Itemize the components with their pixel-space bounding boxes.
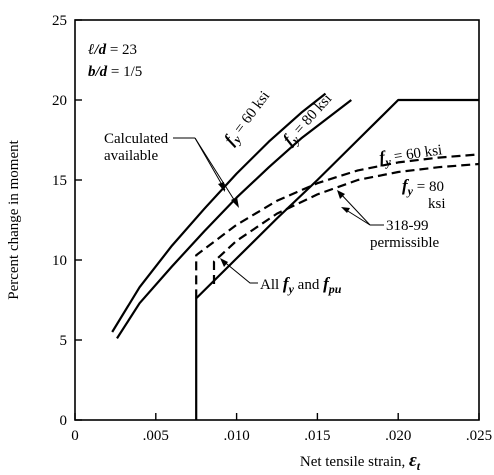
- all-prefix: All: [260, 277, 283, 293]
- calc-arrowhead-60: [218, 182, 225, 192]
- x-tick-label-5: .025: [466, 428, 492, 444]
- x-axis-title-symbol: ε: [409, 450, 417, 471]
- code-arrowhead-80: [341, 207, 350, 213]
- param-b-over-d: b/d = 1/5: [88, 64, 142, 80]
- fy80-perm-f: f: [402, 176, 410, 195]
- series-group: [111, 92, 480, 420]
- param-l-over-d-value: = 23: [106, 42, 137, 58]
- x-axis-title-subscript: t: [417, 459, 421, 473]
- calc-label-line1: Calculated: [104, 131, 169, 147]
- series-line-perm80: [212, 162, 480, 284]
- fy80-calc-val: = 80 ksi: [288, 91, 335, 141]
- fy80-perm-sub: y: [406, 184, 414, 198]
- series-line-calc80: [116, 99, 352, 339]
- x-axis-title-text: Net tensile strain,: [300, 454, 409, 470]
- fy80-calc-label: fy = 80 ksi: [279, 89, 338, 151]
- param-l-over-d: ℓ/d = 23: [88, 42, 137, 58]
- code-arrow-60: [338, 191, 371, 226]
- param-b-over-d-symbol: b/d: [88, 64, 108, 80]
- y-tick-label-2: 10: [52, 253, 67, 269]
- code-label-line2: permissible: [370, 235, 439, 251]
- x-tick-label-3: .015: [304, 428, 330, 444]
- y-tick-label-5: 25: [52, 13, 67, 29]
- x-tick-label-1: .005: [143, 428, 169, 444]
- fy60-perm-sub: y: [383, 154, 393, 169]
- fy60-perm-f: f: [378, 147, 389, 167]
- param-l-over-d-symbol: ℓ/d: [88, 42, 107, 58]
- fy60-perm-label: fy = 60 ksi: [378, 139, 444, 170]
- all-fy-fpu-label: All fy and fpu: [260, 274, 342, 296]
- series-line-calc60: [111, 92, 327, 333]
- all-and: and: [294, 277, 323, 293]
- fy80-perm-unit: ksi: [428, 196, 446, 212]
- y-axis-title: Percent change in moment: [6, 139, 22, 299]
- calc-arrowhead-80: [231, 197, 239, 208]
- plot-frame: [74, 19, 480, 421]
- x-tick-label-0: 0: [71, 428, 79, 444]
- y-tick-label-0: 0: [60, 413, 68, 429]
- y-tick-label-3: 15: [52, 173, 67, 189]
- series-line-allfy: [195, 98, 479, 420]
- param-b-over-d-value: = 1/5: [107, 64, 142, 80]
- calc-arrow-80: [194, 137, 239, 207]
- all-fy-f: f: [283, 274, 291, 293]
- code-label-line1: 318-99: [386, 218, 429, 234]
- code-arrowhead-60: [337, 190, 345, 199]
- fy60-calc-label: fy = 60 ksi: [220, 86, 276, 150]
- all-arrowhead: [220, 258, 228, 267]
- fy60-calc-val: = 60 ksi: [229, 88, 273, 139]
- all-leader: [221, 259, 258, 284]
- all-fpu-sub: pu: [328, 282, 342, 296]
- x-tick-label-4: .020: [385, 428, 411, 444]
- axis-ticks: 0 .005 .010 .015 .020 .025 0 5 10 15 20 25: [52, 13, 492, 444]
- x-tick-label-2: .010: [223, 428, 249, 444]
- series-line-perm60: [195, 153, 480, 299]
- y-tick-label-1: 5: [60, 333, 68, 349]
- all-fy-sub: y: [287, 282, 295, 296]
- calc-label-line2: available: [104, 148, 158, 164]
- y-tick-label-4: 20: [52, 93, 67, 109]
- fy80-perm-label: fy = 80: [402, 176, 444, 198]
- fy80-perm-eq: = 80: [413, 179, 444, 195]
- fy60-perm-val: = 60 ksi: [389, 142, 443, 165]
- all-fpu-f: f: [323, 274, 331, 293]
- x-axis-title: Net tensile strain, εt: [300, 450, 421, 473]
